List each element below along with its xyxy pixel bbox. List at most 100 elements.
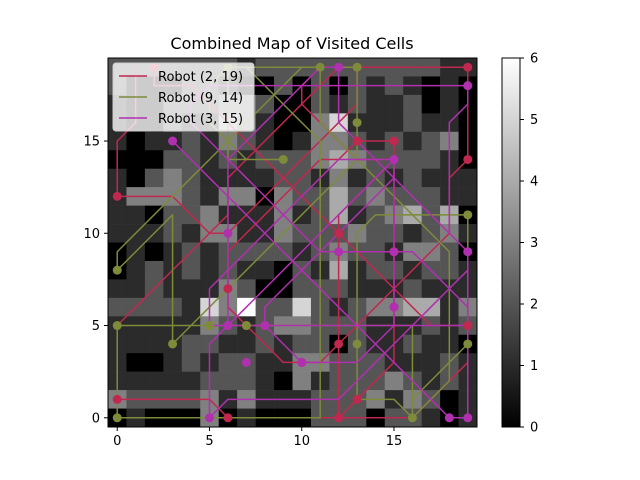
colorbar-tick-label: 1 [530, 359, 538, 374]
series-0-marker [334, 413, 344, 423]
heatmap-cell [126, 279, 146, 299]
series-2-marker [168, 136, 178, 146]
heatmap-cell [421, 113, 441, 133]
heatmap-cell [144, 150, 164, 169]
heatmap-cell [421, 150, 441, 169]
heatmap-cell [218, 353, 238, 372]
heatmap-cell [163, 353, 183, 372]
heatmap-cell [255, 353, 275, 372]
heatmap-cell [421, 168, 441, 188]
legend: Robot (2, 19) Robot (9, 14) Robot (3, 15) [112, 62, 255, 132]
series-2-marker [334, 62, 344, 72]
heatmap-cell [366, 94, 386, 114]
heatmap-cell [366, 224, 386, 243]
heatmap-cell [144, 353, 164, 372]
x-tick-label: 10 [293, 434, 310, 449]
heatmap-cell [108, 224, 127, 243]
heatmap-cell [163, 371, 183, 391]
heatmap-cell [200, 187, 219, 206]
series-2-marker [463, 81, 473, 91]
series-1-marker [352, 62, 362, 72]
heatmap-cell [292, 131, 312, 151]
heatmap-cell [403, 94, 422, 114]
series-1-marker [204, 321, 214, 331]
heatmap-cell [126, 260, 146, 280]
heatmap-cell [126, 353, 146, 372]
series-0-marker [463, 62, 473, 72]
heatmap-cell [108, 297, 127, 317]
series-layer [112, 62, 473, 423]
heatmap-cell [292, 334, 312, 354]
heatmap-cell [274, 297, 293, 317]
heatmap-cell [403, 168, 422, 188]
heatmap-cell [440, 94, 459, 114]
heatmap-cell [144, 242, 164, 262]
colorbar-gradient [501, 57, 521, 428]
series-0-marker [463, 321, 473, 331]
heatmap-cell [126, 334, 146, 354]
series-1-marker [315, 62, 325, 72]
legend-label-2: Robot (3, 15) [158, 112, 243, 127]
heatmap-cell [421, 94, 441, 114]
heatmap-cell [163, 168, 183, 188]
heatmap-cell [403, 224, 422, 243]
x-tick-label: 5 [205, 434, 213, 449]
y-axis: 0 5 10 15 [83, 135, 108, 426]
heatmap-cell [421, 131, 441, 151]
heatmap-cell [274, 371, 293, 391]
series-1-marker [352, 339, 362, 349]
series-2-marker [389, 302, 399, 312]
series-1-marker [352, 118, 362, 128]
heatmap-cell [181, 279, 201, 299]
series-0-marker [352, 394, 362, 404]
heatmap-cell [255, 371, 275, 391]
series-line-2 [172, 66, 469, 419]
heatmap-cell [144, 131, 164, 151]
series-2-marker [223, 321, 233, 331]
heatmap-cell [144, 168, 164, 188]
series-1-marker [241, 321, 251, 331]
series-0-marker [352, 136, 362, 146]
heatmap-cell [181, 334, 201, 354]
heatmap-cell [366, 279, 386, 299]
series-1-marker [407, 413, 417, 423]
heatmap-cell [237, 334, 256, 354]
heatmap-cell [403, 131, 422, 151]
series-2-marker [204, 413, 214, 423]
heatmap-cell [200, 260, 219, 280]
series-0-marker [463, 154, 473, 164]
heatmap-cell [421, 279, 441, 299]
y-tick-label: 15 [83, 135, 100, 150]
heatmap-cell [126, 150, 146, 169]
heatmap-cell [144, 334, 164, 354]
heatmap-cell [181, 371, 201, 391]
heatmap-cell [384, 113, 404, 133]
series-0-marker [112, 394, 122, 404]
heatmap-cell [458, 168, 478, 188]
series-2-marker [241, 357, 251, 367]
heatmap-cell [126, 131, 146, 151]
colorbar-tick-label: 5 [530, 113, 538, 128]
heatmap-cell [126, 205, 146, 225]
heatmap-cell [366, 113, 386, 133]
heatmap-cell [237, 187, 256, 206]
heatmap-cell [403, 113, 422, 133]
heatmap-cell [384, 94, 404, 114]
series-line-0 [116, 66, 469, 419]
series-2-marker [389, 247, 399, 257]
series-2-marker [260, 321, 270, 331]
heatmap-cell [421, 334, 441, 354]
heatmap-cell [181, 353, 201, 372]
series-2-marker [389, 154, 399, 164]
series-0-marker [334, 228, 344, 238]
heatmap-cell [384, 371, 404, 391]
heatmap-cell [163, 150, 183, 169]
heatmap-cell [292, 279, 312, 299]
colorbar: 0 1 2 3 4 5 6 [501, 52, 538, 436]
series-2-marker [223, 228, 233, 238]
heatmap-cell [255, 168, 275, 188]
heatmap-cell [218, 334, 238, 354]
heatmap-cell [237, 279, 256, 299]
series-1-marker [112, 321, 122, 331]
